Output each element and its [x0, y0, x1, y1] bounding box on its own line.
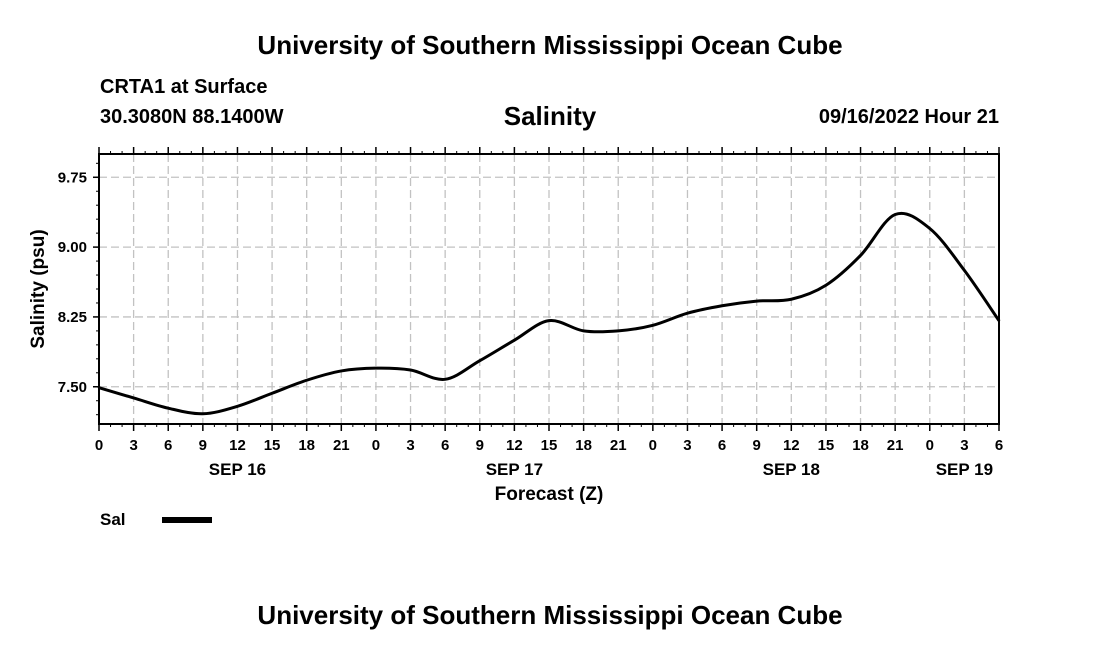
x-tick-label: 9 — [753, 437, 761, 454]
x-tick-label: 0 — [95, 437, 103, 454]
salinity-data-point — [340, 369, 343, 373]
x-tick-label: 3 — [960, 437, 968, 454]
salinity-data-point — [790, 298, 793, 301]
footer-title: University of Southern Mississippi Ocean… — [257, 600, 843, 630]
x-tick-label: 15 — [264, 437, 281, 454]
date-label: SEP 16 — [209, 460, 266, 479]
salinity-data-point — [928, 227, 931, 230]
x-tick-label: 9 — [476, 437, 484, 454]
axis-ticks — [93, 147, 1000, 431]
salinity-data-point — [547, 319, 551, 322]
x-tick-label: 12 — [506, 437, 523, 454]
grid-lines — [99, 154, 999, 424]
x-tick-label: 6 — [164, 437, 172, 454]
x-tick-label: 3 — [129, 437, 137, 454]
salinity-data-point — [305, 379, 308, 382]
salinity-data-point — [617, 329, 620, 333]
plot-frame — [98, 153, 1000, 425]
x-tick-label: 6 — [441, 437, 449, 454]
salinity-data-point — [963, 269, 966, 272]
x-tick-label: 6 — [995, 437, 1003, 454]
salinity-data-point — [201, 412, 205, 415]
x-tick-label: 21 — [333, 437, 350, 454]
x-tick-label: 3 — [683, 437, 691, 454]
salinity-data-point — [651, 324, 655, 327]
series-layer — [97, 211, 1001, 416]
salinity-data-point — [374, 366, 378, 370]
y-tick-label: 9.00 — [58, 239, 87, 256]
date-label: SEP 17 — [486, 460, 543, 479]
salinity-data-point — [824, 284, 828, 287]
x-tick-label: 12 — [783, 437, 800, 454]
salinity-data-point — [893, 213, 897, 216]
salinity-data-point — [270, 392, 274, 395]
salinity-data-point — [755, 299, 758, 303]
salinity-data-point — [409, 368, 412, 372]
legend-swatch — [162, 517, 212, 523]
salinity-data-point — [513, 339, 516, 342]
x-tick-label: 12 — [229, 437, 246, 454]
salinity-data-point — [686, 312, 689, 315]
salinity-data-point — [478, 359, 481, 362]
x-tick-label: 18 — [298, 437, 315, 454]
x-tick-label: 0 — [372, 437, 380, 454]
y-axis-title: Salinity (psu) — [28, 229, 49, 348]
legend-label: Sal — [100, 510, 126, 529]
salinity-data-point — [236, 405, 239, 408]
salinity-data-point — [443, 378, 447, 381]
y-tick-label: 8.25 — [58, 309, 87, 326]
x-axis-title: Forecast (Z) — [495, 484, 604, 505]
salinity-data-point — [859, 254, 862, 257]
salinity-data-point — [167, 406, 170, 410]
date-label: SEP 18 — [763, 460, 820, 479]
salinity-data-point — [720, 304, 724, 307]
station-coordinates: 30.3080N 88.1400W — [100, 106, 284, 128]
x-tick-label: 0 — [649, 437, 657, 454]
x-tick-label: 15 — [818, 437, 835, 454]
page-title: University of Southern Mississippi Ocean… — [257, 30, 843, 60]
x-tick-label: 9 — [199, 437, 207, 454]
station-name: CRTA1 at Surface — [100, 76, 268, 98]
axis-labels: 0 3 6 9 12 15 18 21 0 3 6 9 12 15 18 21 0 3 6 9 12 15 18 21 0 3 6 7… — [58, 169, 1003, 479]
y-tick-label: 7.50 — [58, 379, 87, 396]
x-tick-label: 0 — [926, 437, 934, 454]
x-tick-label: 21 — [610, 437, 627, 454]
date-label: SEP 19 — [936, 460, 993, 479]
salinity-data-point — [132, 396, 135, 400]
x-tick-label: 15 — [541, 437, 558, 454]
x-tick-label: 18 — [852, 437, 869, 454]
y-tick-label: 9.75 — [58, 169, 87, 186]
x-tick-label: 18 — [575, 437, 592, 454]
salinity-data-point — [582, 329, 585, 333]
x-tick-label: 21 — [887, 437, 904, 454]
chart-title: Salinity — [503, 101, 597, 131]
x-tick-label: 6 — [718, 437, 726, 454]
forecast-timestamp: 09/16/2022 Hour 21 — [818, 106, 999, 128]
x-tick-label: 3 — [406, 437, 414, 454]
